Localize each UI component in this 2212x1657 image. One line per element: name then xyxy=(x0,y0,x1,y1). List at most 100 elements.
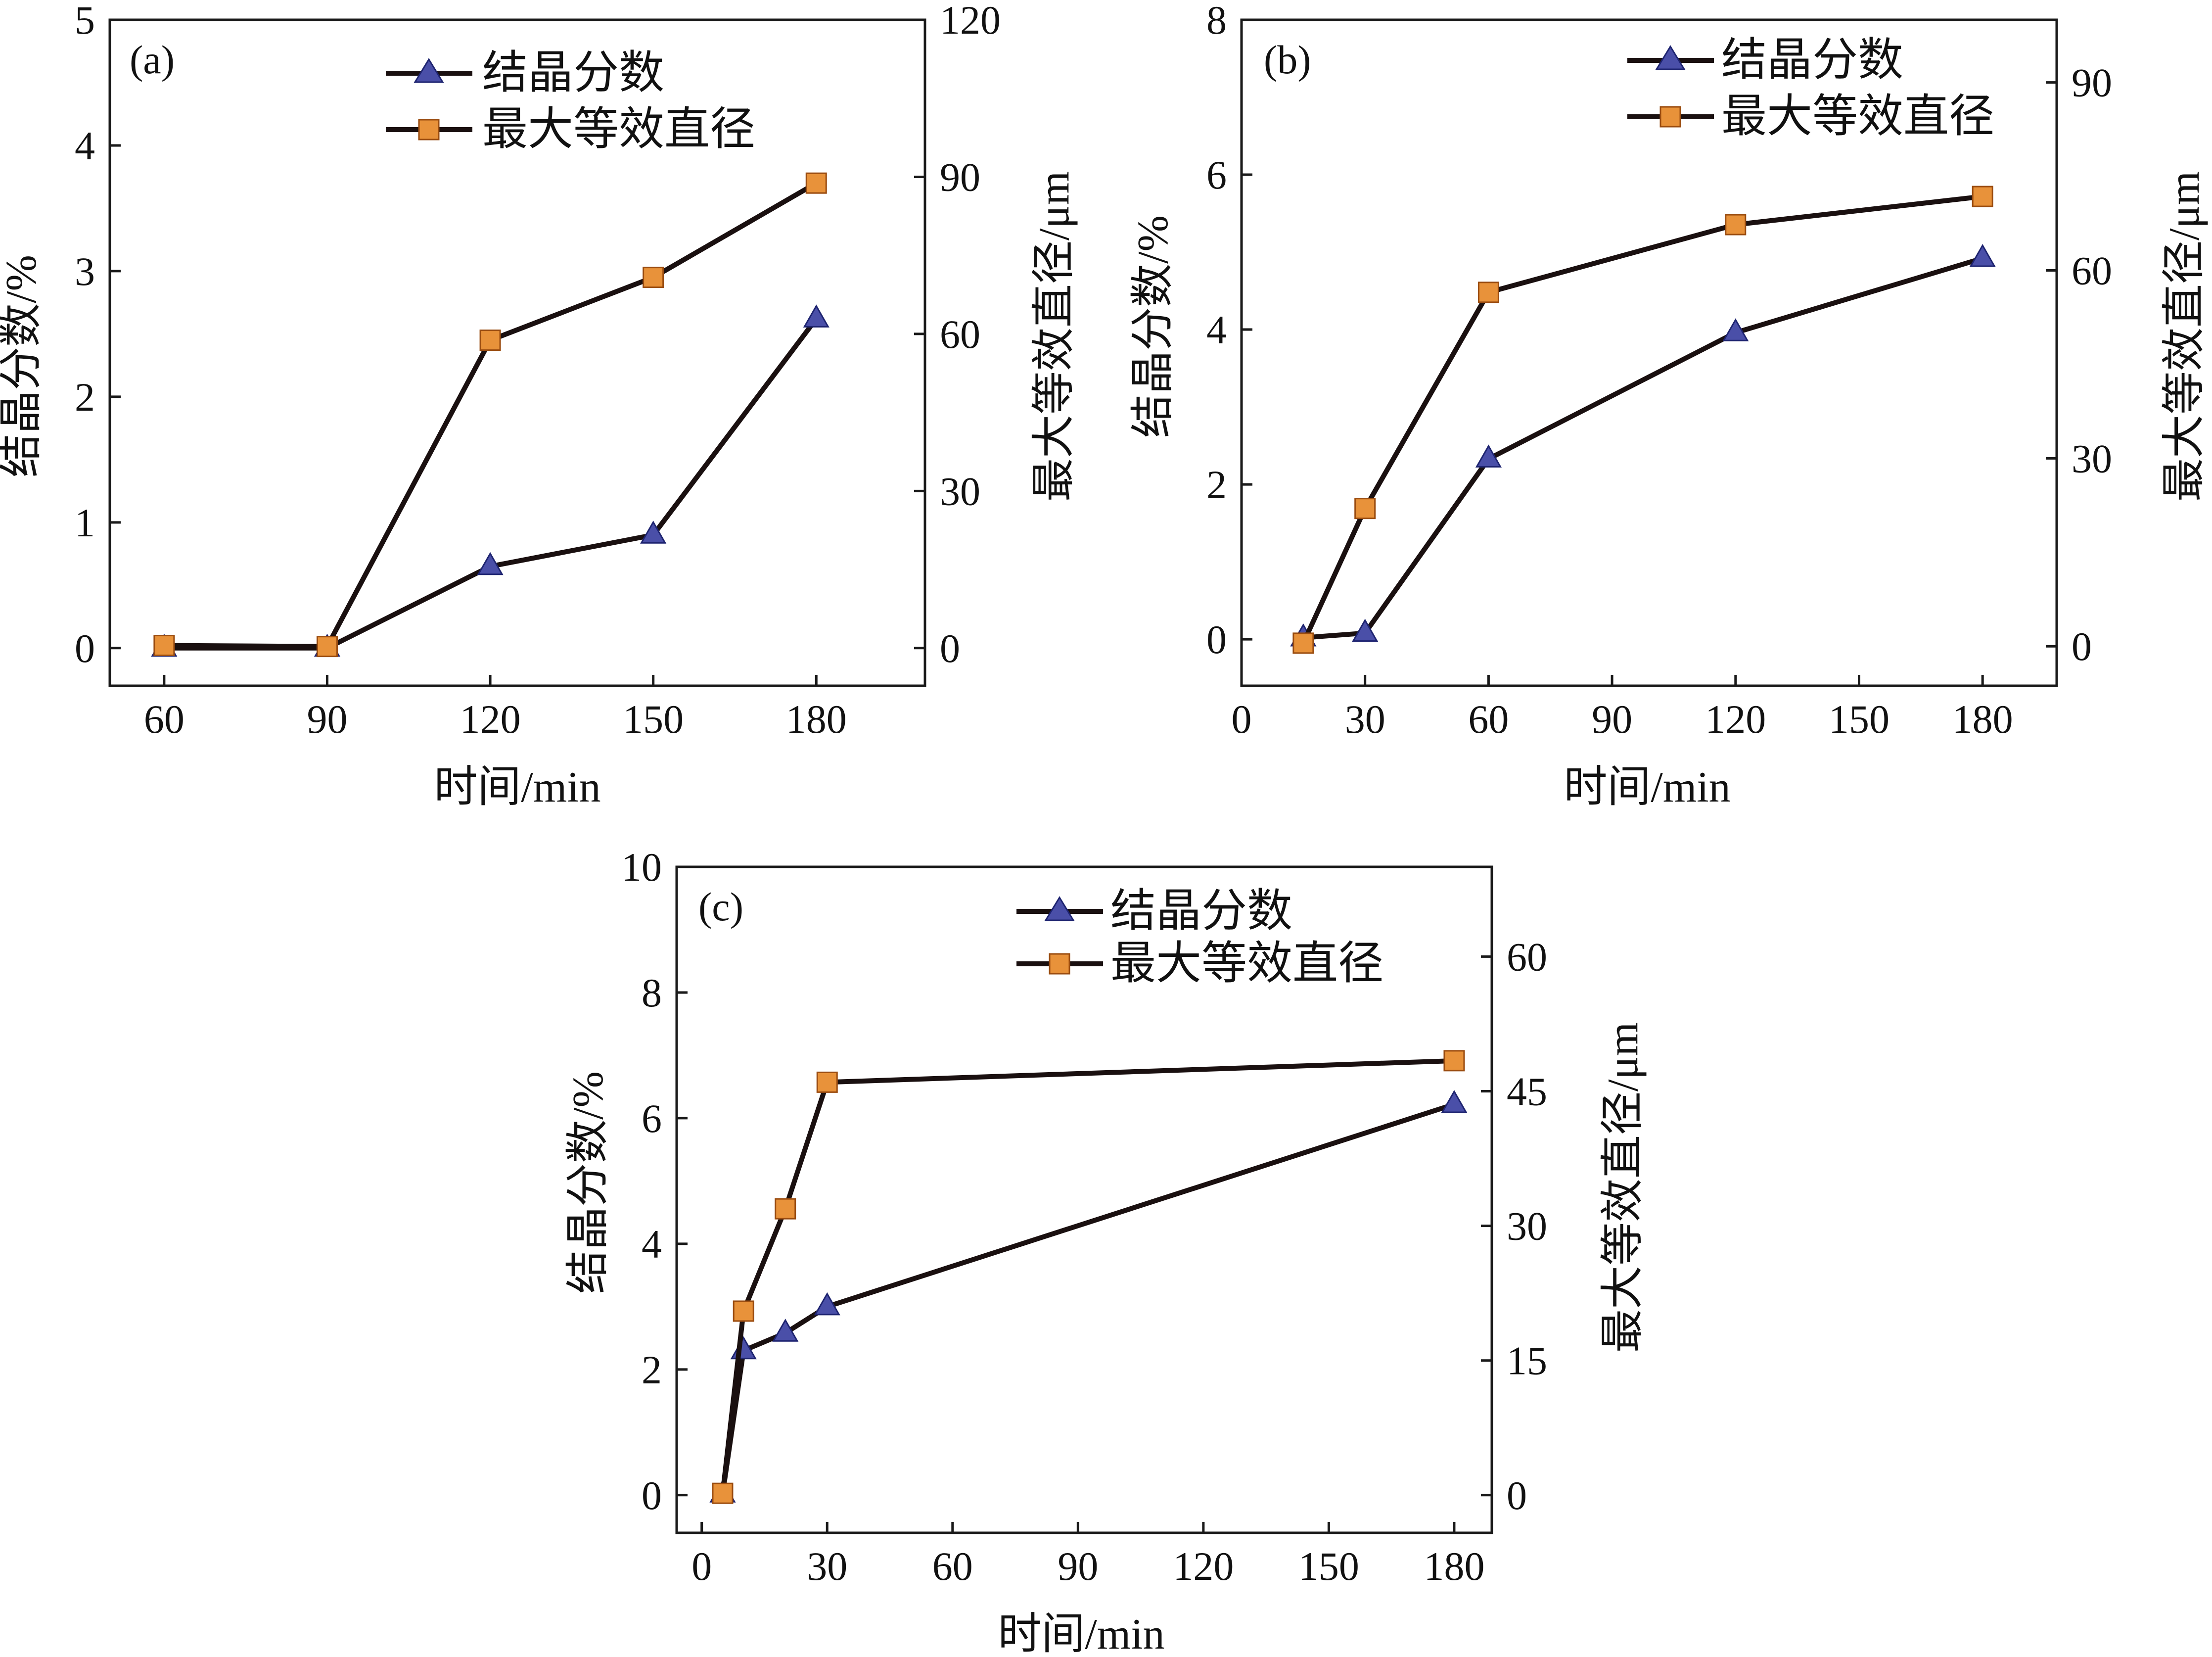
data-point-max-diameter-square xyxy=(316,636,338,658)
panel-a-right-y-axis-title: 最大等效直径/μm xyxy=(1030,171,1078,502)
panel-b-left-y-ticks: 0 2 4 6 8 xyxy=(1206,0,1252,662)
x-tick-label: 150 xyxy=(1298,1544,1359,1589)
panel-c-legend-label-max-diameter: 最大等效直径 xyxy=(1110,938,1383,989)
right-y-tick-label: 15 xyxy=(1507,1338,1547,1383)
panel-b-legend-label-crystal-fraction: 结晶分数 xyxy=(1721,35,1903,85)
x-tick-label: 90 xyxy=(1592,697,1632,742)
panel-b-legend-label-max-diameter: 最大等效直径 xyxy=(1721,91,1994,142)
right-y-tick-label: 30 xyxy=(940,469,980,514)
left-y-tick-label: 4 xyxy=(642,1222,662,1267)
series-line-crystal-fraction xyxy=(1303,256,1983,640)
right-y-tick-label: 45 xyxy=(1507,1069,1547,1114)
right-y-tick-label: 60 xyxy=(2072,248,2112,293)
panel-a-series xyxy=(151,172,830,658)
left-y-tick-label: 6 xyxy=(1206,152,1227,197)
left-y-tick-label: 6 xyxy=(642,1096,662,1141)
panel-b-left-y-axis-title: 结晶分数/% xyxy=(1129,215,1177,438)
panel-b-x-axis-title: 时间/min xyxy=(1564,763,1730,811)
panel-b-legend: 结晶分数 最大等效直径 xyxy=(1627,35,1994,142)
x-tick-label: 90 xyxy=(307,697,347,742)
panel-c-legend: 结晶分数 最大等效直径 xyxy=(1016,886,1383,989)
data-point-crystal-fraction-triangle xyxy=(1475,444,1502,468)
x-tick-label: 120 xyxy=(1705,697,1766,742)
panel-a: 60 90 120 150 180 0 1 2 3 4 5 0 30 60 90 120 (a) 结晶分数… xyxy=(0,0,1078,811)
panel-c-tag: (c) xyxy=(698,884,743,929)
x-tick-label: 60 xyxy=(1468,697,1509,742)
data-point-crystal-fraction-triangle xyxy=(1352,618,1379,642)
panel-c-right-y-ticks: 0 15 30 45 60 xyxy=(1481,934,1547,1518)
data-point-max-diameter-square xyxy=(805,172,827,194)
data-point-max-diameter-square xyxy=(733,1300,754,1322)
panel-b-tag: (b) xyxy=(1264,37,1311,82)
panel-c-legend-triangle-marker xyxy=(1044,896,1075,921)
left-y-tick-label: 2 xyxy=(1206,462,1227,507)
left-y-tick-label: 1 xyxy=(75,500,95,545)
x-tick-label: 180 xyxy=(786,697,847,742)
data-point-crystal-fraction-triangle xyxy=(814,1292,840,1316)
right-y-tick-label: 30 xyxy=(1507,1204,1547,1249)
x-tick-label: 90 xyxy=(1058,1544,1098,1589)
data-point-max-diameter-square xyxy=(153,635,175,657)
panel-a-legend: 结晶分数 最大等效直径 xyxy=(386,47,755,154)
x-tick-label: 30 xyxy=(807,1544,847,1589)
panel-c-left-y-ticks: 0 2 4 6 8 10 xyxy=(621,845,688,1518)
panel-c-x-ticks: 0 30 60 90 120 150 180 xyxy=(691,1522,1484,1589)
panel-a-legend-square-marker xyxy=(418,119,440,141)
panel-b-series xyxy=(1290,186,1996,654)
series-line-max-diameter xyxy=(720,1058,1455,1494)
left-y-tick-label: 4 xyxy=(1206,307,1227,352)
panel-b-plot-frame xyxy=(1240,18,2058,687)
left-y-tick-label: 8 xyxy=(642,970,662,1015)
data-point-max-diameter-square xyxy=(1443,1050,1465,1072)
series-line-crystal-fraction xyxy=(164,317,819,651)
data-point-max-diameter-square xyxy=(775,1198,796,1220)
panel-b-right-y-ticks: 0 30 60 90 xyxy=(2046,60,2112,669)
right-y-tick-label: 0 xyxy=(2072,624,2092,669)
panel-b: 0 30 60 90 120 150 180 0 2 4 6 8 0 30 60 90 (b) 结晶分数 … xyxy=(1129,0,2209,811)
data-point-max-diameter-square xyxy=(1725,214,1747,236)
data-point-max-diameter-square xyxy=(643,267,664,288)
left-y-tick-label: 8 xyxy=(1206,0,1227,43)
right-y-tick-label: 30 xyxy=(2072,436,2112,481)
x-tick-label: 150 xyxy=(623,697,684,742)
data-point-crystal-fraction-triangle xyxy=(1441,1089,1468,1113)
panel-b-legend-triangle-marker xyxy=(1655,45,1686,70)
right-y-tick-label: 0 xyxy=(940,626,960,671)
data-point-max-diameter-square xyxy=(1972,186,1993,207)
data-point-crystal-fraction-triangle xyxy=(1722,318,1749,341)
data-point-crystal-fraction-triangle xyxy=(772,1319,799,1342)
series-line-max-diameter xyxy=(164,181,818,649)
right-y-tick-label: 60 xyxy=(1507,934,1547,979)
data-point-crystal-fraction-triangle xyxy=(477,552,504,575)
x-tick-label: 120 xyxy=(1173,1544,1234,1589)
data-point-max-diameter-square xyxy=(479,330,501,351)
left-y-tick-label: 2 xyxy=(75,375,95,420)
panel-c-left-y-axis-title: 结晶分数/% xyxy=(564,1071,612,1294)
x-tick-label: 0 xyxy=(1232,697,1252,742)
left-y-tick-label: 0 xyxy=(1206,617,1227,662)
right-y-tick-label: 0 xyxy=(1507,1473,1527,1518)
data-point-crystal-fraction-triangle xyxy=(803,304,830,328)
panel-a-x-axis-title: 时间/min xyxy=(434,763,600,811)
left-y-tick-label: 10 xyxy=(621,845,662,890)
data-point-max-diameter-square xyxy=(712,1482,734,1504)
panel-a-tag: (a) xyxy=(130,37,175,82)
panel-c-plot-frame xyxy=(675,865,1493,1534)
left-y-tick-label: 4 xyxy=(75,123,95,168)
right-y-tick-label: 60 xyxy=(940,312,980,357)
x-tick-label: 30 xyxy=(1345,697,1385,742)
panel-a-x-ticks: 60 90 120 150 180 xyxy=(144,675,847,742)
data-point-crystal-fraction-triangle xyxy=(640,521,667,544)
panel-c-x-axis-title: 时间/min xyxy=(998,1610,1164,1657)
left-y-tick-label: 0 xyxy=(75,626,95,671)
left-y-tick-label: 5 xyxy=(75,0,95,43)
data-point-max-diameter-square xyxy=(816,1071,838,1093)
data-point-max-diameter-square xyxy=(1354,498,1376,520)
x-tick-label: 60 xyxy=(932,1544,973,1589)
x-tick-label: 120 xyxy=(460,697,521,742)
panel-a-plot-frame xyxy=(108,18,926,687)
panel-b-legend-square-marker xyxy=(1659,106,1681,128)
x-tick-label: 60 xyxy=(144,697,184,742)
panel-b-right-y-axis-title: 最大等效直径/μm xyxy=(2161,171,2209,502)
